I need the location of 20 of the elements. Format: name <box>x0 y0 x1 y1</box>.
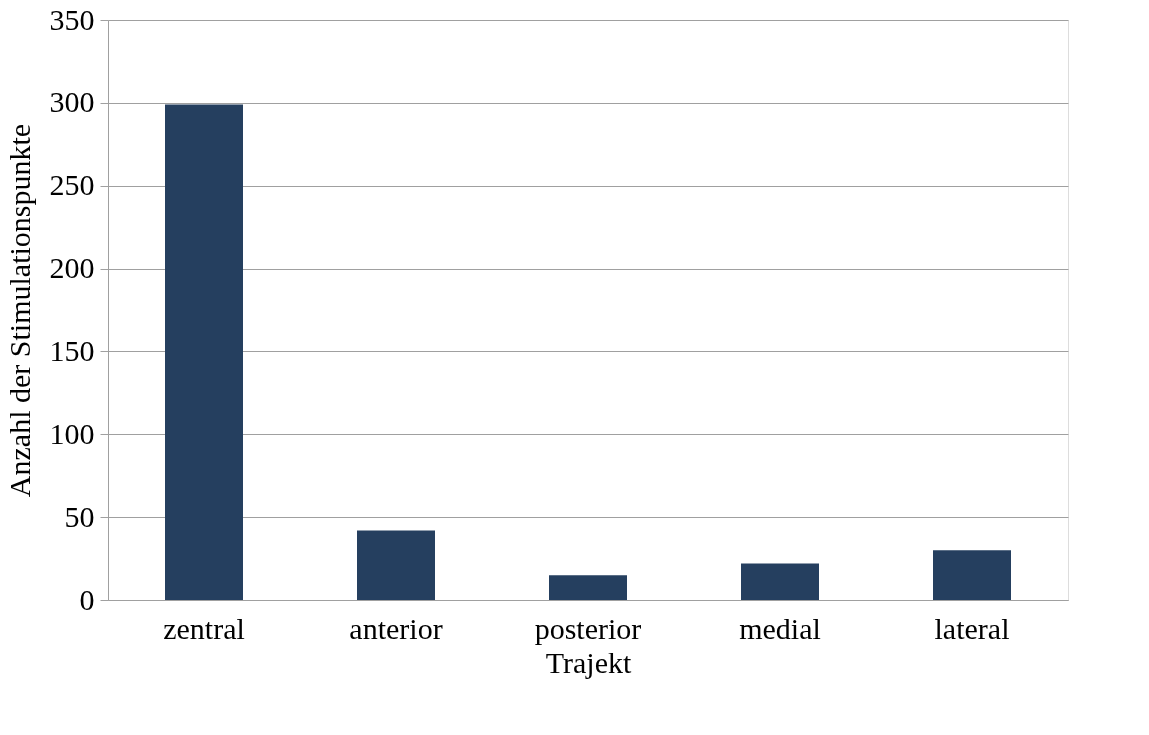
x-tick-label: zentral <box>163 611 245 645</box>
bar <box>741 563 819 600</box>
y-tick-label: 150 <box>49 333 95 367</box>
y-axis-title: Anzahl der Stimulationspunkte <box>2 123 36 498</box>
y-tick-label: 50 <box>64 499 95 533</box>
y-tick-label: 0 <box>79 582 95 616</box>
bar <box>357 530 435 600</box>
x-tick-label: medial <box>739 611 821 645</box>
x-axis-title: Trajekt <box>545 645 632 679</box>
y-tick-label: 300 <box>49 85 95 119</box>
y-tick-label: 250 <box>49 168 95 202</box>
x-tick-label: posterior <box>534 611 642 645</box>
bar <box>933 550 1011 600</box>
bar <box>165 104 243 600</box>
y-tick-label: 100 <box>49 416 95 450</box>
x-tick-label: lateral <box>934 611 1010 645</box>
y-tick-label: 350 <box>49 2 95 36</box>
x-tick-label: anterior <box>349 611 443 645</box>
y-tick-label: 200 <box>49 251 95 285</box>
bar <box>549 575 627 600</box>
